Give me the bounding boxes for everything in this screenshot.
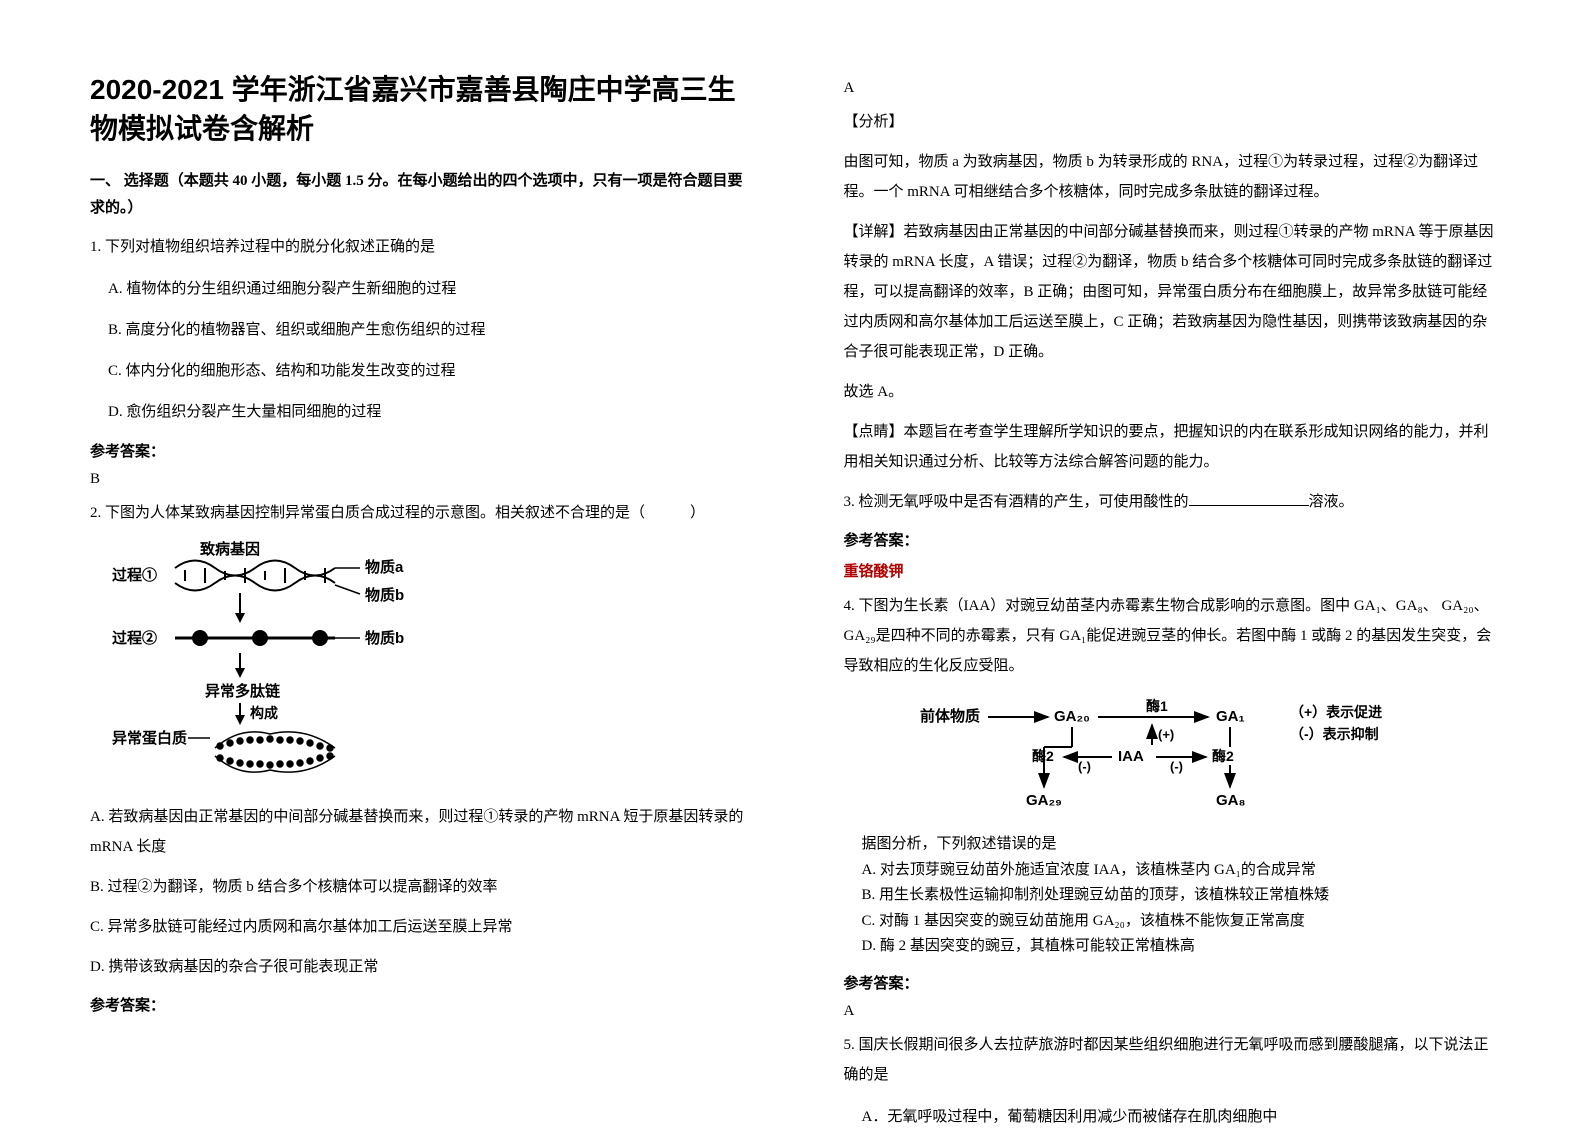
- q4-minus1: (-): [1078, 759, 1091, 774]
- q4-ga29: GA₂₉: [1026, 792, 1062, 809]
- dna-icon: [175, 561, 335, 591]
- q1-stem: 1. 下列对植物组织培养过程中的脱分化叙述正确的是: [90, 232, 744, 262]
- q5-stem: 5. 国庆长假期间很多人去拉萨旅游时都因某些组织细胞进行无氧呼吸而感到腰酸腿痛，…: [844, 1030, 1498, 1090]
- q2-answer: A: [844, 80, 1498, 97]
- q4-diagram-svg: 前体物质 GA₂₀ 酶1 GA₁ （+）表示促进 （-）表示抑制 IAA (+)…: [920, 695, 1440, 815]
- section-header: 一、 选择题（本题共 40 小题，每小题 1.5 分。在每小题给出的四个选项中，…: [90, 168, 744, 222]
- q4-ga1: GA₁: [1216, 708, 1245, 725]
- q4-stem: 4. 下图为生长素（IAA）对豌豆幼苗茎内赤霉素生物合成影响的示意图。图中 GA…: [844, 591, 1498, 681]
- q4-option-b: B. 用生长素极性运输抑制剂处理豌豆幼苗的顶芽，该植株较正常植株矮: [862, 883, 1498, 909]
- q2-matA-label: 物质a: [365, 558, 404, 576]
- q4-option-c: C. 对酶 1 基因突变的豌豆幼苗施用 GA₂₀，该植株不能恢复正常高度: [862, 909, 1498, 935]
- q4-option-a: A. 对去顶芽豌豆幼苗外施适宜浓度 IAA，该植株茎内 GA₁的合成异常: [862, 858, 1498, 884]
- q2-option-d: D. 携带该致病基因的杂合子很可能表现正常: [90, 952, 744, 982]
- q3-blank: [1189, 491, 1309, 506]
- q2-detail-label: 【详解】: [844, 224, 904, 240]
- q2-point-text: 本题旨在考查学生理解所学知识的要点，把握知识的内在联系形成知识网络的能力，并利用…: [844, 424, 1489, 470]
- q2-proc1-label: 过程①: [112, 566, 157, 584]
- q2-diagram-svg: 致病基因 过程① 物质a 物质b 过程②: [110, 538, 430, 788]
- q2-protein-label: 异常蛋白质: [112, 729, 187, 747]
- q3-answer-label: 参考答案：: [844, 529, 1498, 550]
- q1-option-c: C. 体内分化的细胞形态、结构和功能发生改变的过程: [108, 358, 744, 385]
- q3-answer: 重铬酸钾: [844, 560, 1498, 581]
- q2-gene-label: 致病基因: [200, 540, 260, 558]
- q4-answer: A: [844, 1003, 1498, 1020]
- q2-conclusion: 故选 A。: [844, 377, 1498, 407]
- q4-answer-label: 参考答案：: [844, 972, 1498, 993]
- q1-option-b: B. 高度分化的植物器官、组织或细胞产生愈伤组织的过程: [108, 317, 744, 344]
- page-title: 2020-2021 学年浙江省嘉兴市嘉善县陶庄中学高三生物模拟试卷含解析: [90, 70, 744, 148]
- q3-stem-suffix: 溶液。: [1309, 494, 1354, 510]
- q4-minus2: (-): [1170, 759, 1183, 774]
- q4-legend-promote: （+）表示促进: [1290, 704, 1382, 720]
- q4-e1: 酶1: [1146, 698, 1168, 714]
- q2-analysis-label: 【分析】: [844, 107, 1498, 137]
- q1-option-a: A. 植物体的分生组织通过细胞分裂产生新细胞的过程: [108, 276, 744, 303]
- q4-diagram: 前体物质 GA₂₀ 酶1 GA₁ （+）表示促进 （-）表示抑制 IAA (+)…: [920, 695, 1420, 818]
- q2-compose-label: 构成: [250, 705, 278, 721]
- q2-matB-label-1: 物质b: [365, 586, 404, 604]
- q2-proc2-label: 过程②: [112, 629, 157, 647]
- q2-detail: 【详解】若致病基因由正常基因的中间部分碱基替换而来，则过程①转录的产物 mRNA…: [844, 217, 1498, 367]
- q5-option-a: A．无氧呼吸过程中，葡萄糖因利用减少而被储存在肌肉细胞中: [862, 1104, 1498, 1131]
- q1-answer: B: [90, 471, 744, 488]
- membrane-icon: [215, 732, 335, 772]
- q4-legend-inhibit: （-）表示抑制: [1290, 726, 1379, 742]
- q2-point-label: 【点睛】: [844, 424, 904, 440]
- q4-ga8: GA₈: [1216, 792, 1246, 809]
- q4-plus: (+): [1158, 727, 1174, 742]
- q4-precursor: 前体物质: [920, 707, 980, 725]
- q4-subq: 据图分析，下列叙述错误的是: [862, 832, 1498, 858]
- q1-answer-label: 参考答案：: [90, 440, 744, 461]
- right-column: A 【分析】 由图可知，物质 a 为致病基因，物质 b 为转录形成的 RNA，过…: [794, 0, 1587, 1122]
- q2-answer-label: 参考答案：: [90, 994, 744, 1015]
- q1-option-d: D. 愈伤组织分裂产生大量相同细胞的过程: [108, 399, 744, 426]
- q2-option-c: C. 异常多肽链可能经过内质网和高尔基体加工后运送至膜上异常: [90, 912, 744, 942]
- q4-e2b: 酶2: [1212, 748, 1234, 764]
- q4-option-d: D. 酶 2 基因突变的豌豆，其植株可能较正常植株高: [862, 934, 1498, 960]
- left-column: 2020-2021 学年浙江省嘉兴市嘉善县陶庄中学高三生物模拟试卷含解析 一、 …: [0, 0, 794, 1122]
- q4-iaa: IAA: [1118, 748, 1144, 765]
- q3-stem: 3. 检测无氧呼吸中是否有酒精的产生，可使用酸性的 溶液。: [844, 487, 1498, 517]
- q4-ga20: GA₂₀: [1054, 708, 1090, 725]
- q2-point: 【点睛】本题旨在考查学生理解所学知识的要点，把握知识的内在联系形成知识网络的能力…: [844, 417, 1498, 477]
- q2-stem: 2. 下图为人体某致病基因控制异常蛋白质合成过程的示意图。相关叙述不合理的是（ …: [90, 498, 744, 528]
- q2-chain-label: 异常多肽链: [205, 682, 281, 700]
- q2-option-a: A. 若致病基因由正常基因的中间部分碱基替换而来，则过程①转录的产物 mRNA …: [90, 802, 744, 862]
- q2-analysis-text: 由图可知，物质 a 为致病基因，物质 b 为转录形成的 RNA，过程①为转录过程…: [844, 147, 1498, 207]
- q2-matB-label-2: 物质b: [365, 629, 404, 647]
- q2-detail-text: 若致病基因由正常基因的中间部分碱基替换而来，则过程①转录的产物 mRNA 等于原…: [844, 224, 1494, 360]
- q2-option-b: B. 过程②为翻译，物质 b 结合多个核糖体可以提高翻译的效率: [90, 872, 744, 902]
- q3-stem-prefix: 3. 检测无氧呼吸中是否有酒精的产生，可使用酸性的: [844, 494, 1189, 510]
- q2-diagram: 致病基因 过程① 物质a 物质b 过程②: [110, 538, 744, 792]
